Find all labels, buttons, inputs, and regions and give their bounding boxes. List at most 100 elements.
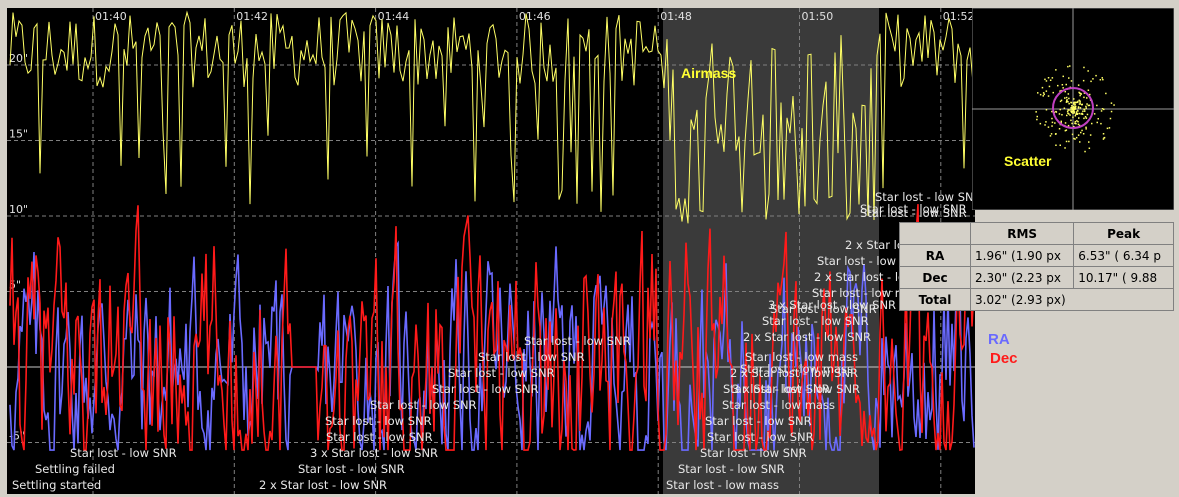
- scatter-point: [1086, 103, 1088, 105]
- scatter-point: [1087, 70, 1089, 72]
- scatter-point: [1071, 122, 1073, 125]
- scatter-point: [1065, 83, 1067, 86]
- dec-series: [9, 204, 975, 452]
- scatter-point: [1070, 109, 1072, 111]
- scatter-point: [1061, 84, 1064, 86]
- scatter-point: [1083, 66, 1085, 69]
- scatter-point: [1108, 127, 1111, 129]
- scatter-point: [1044, 124, 1046, 126]
- event-annotation: Star lost - low SNR: [298, 462, 405, 476]
- scatter-point: [1055, 69, 1057, 71]
- event-annotation: Star lost - low SNR: [770, 302, 877, 316]
- scatter-point: [1063, 107, 1066, 109]
- scatter-point: [1081, 103, 1083, 106]
- scatter-point: [1077, 120, 1079, 123]
- scatter-point: [1050, 133, 1053, 135]
- scatter-point: [1047, 95, 1050, 97]
- scatter-point: [1071, 133, 1074, 136]
- scatter-point: [1043, 93, 1045, 96]
- scatter-point: [1080, 131, 1082, 134]
- scatter-point: [1059, 100, 1062, 103]
- scatter-point: [1074, 115, 1077, 117]
- stats-header-peak: Peak: [1073, 222, 1174, 245]
- scatter-point: [1081, 129, 1083, 132]
- scatter-point: [1099, 79, 1102, 81]
- scatter-point: [1067, 65, 1069, 68]
- scatter-point: [1045, 109, 1048, 111]
- scatter-point: [1067, 93, 1070, 95]
- scatter-point: [1061, 114, 1063, 116]
- scatter-point: [1055, 110, 1057, 113]
- event-annotation: Star lost - low SNR: [860, 202, 967, 216]
- scatter-point: [1074, 122, 1076, 125]
- scatter-point: [1037, 92, 1039, 94]
- scatter-point: [1085, 128, 1087, 130]
- scatter-point: [1097, 118, 1099, 120]
- scatter-point: [1076, 101, 1079, 103]
- scatter-point: [1084, 150, 1086, 153]
- scatter-point: [1051, 77, 1054, 79]
- scatter-point: [1085, 107, 1087, 109]
- legend: RA Dec: [988, 331, 1018, 367]
- scatter-point: [1078, 103, 1081, 105]
- stats-row-ra: RA 1.96" (1.90 px 6.53" ( 6.34 p: [899, 244, 1174, 267]
- stats-table: RMS Peak RA 1.96" (1.90 px 6.53" ( 6.34 …: [899, 222, 1174, 311]
- event-annotation: Star lost - low mass: [740, 362, 853, 376]
- scatter-point: [1068, 109, 1070, 111]
- stats-rms: 1.96" (1.90 px: [969, 244, 1075, 267]
- scatter-point: [1067, 101, 1069, 103]
- scatter-point: [1049, 135, 1052, 137]
- event-annotation: 2 x Star lost - low SNR: [730, 366, 858, 380]
- scatter-point: [1070, 80, 1073, 82]
- scatter-point: [1081, 113, 1084, 115]
- scatter-point: [1076, 113, 1079, 115]
- scatter-point: [1067, 109, 1069, 111]
- ra-line: [9, 240, 975, 451]
- scatter-point: [1095, 74, 1097, 77]
- scatter-point: [1102, 78, 1104, 81]
- event-annotation: Star lost - low SNR: [448, 366, 555, 380]
- scatter-point: [1042, 95, 1044, 97]
- scatter-point: [1077, 100, 1079, 103]
- scatter-point: [1079, 103, 1081, 105]
- event-annotation: Star lost - low SNR: [432, 382, 539, 396]
- scatter-point: [1065, 140, 1068, 143]
- scatter-point: [1074, 120, 1077, 123]
- scatter-point: [1085, 105, 1087, 108]
- scatter-point: [1088, 104, 1091, 107]
- legend-ra: RA: [988, 331, 1010, 348]
- event-annotation: Star lost - low SNR: [524, 334, 631, 348]
- x-tick-label: 01:52: [943, 10, 975, 23]
- y-tick-label: 20": [9, 52, 28, 65]
- scatter-point: [1076, 101, 1078, 104]
- event-annotation: Star lost - low mass: [666, 478, 779, 492]
- scatter-point: [1083, 117, 1085, 120]
- scatter-point: [1091, 122, 1093, 125]
- event-annotation: Star lost - low SNR: [370, 398, 477, 412]
- stats-row-dec: Dec 2.30" (2.23 px 10.17" ( 9.88: [899, 266, 1174, 289]
- scatter-point: [1096, 121, 1098, 124]
- scatter-point: [1039, 93, 1042, 96]
- scatter-point: [1089, 134, 1092, 136]
- scatter-point: [1055, 144, 1057, 146]
- scatter-point: [1073, 112, 1075, 114]
- scatter-point: [1078, 112, 1081, 115]
- scatter-point: [1059, 90, 1061, 92]
- scatter-point: [1044, 78, 1046, 81]
- scatter-point: [1067, 124, 1070, 127]
- scatter-point: [1083, 92, 1086, 94]
- scatter-point: [1075, 112, 1078, 115]
- scatter-point: [1076, 120, 1078, 122]
- scatter-point: [1068, 77, 1070, 79]
- scatter-point: [1072, 112, 1074, 114]
- scatter-point: [1067, 112, 1069, 114]
- event-annotation: Star lost - low SNR: [678, 462, 785, 476]
- scatter-point: [1074, 101, 1076, 103]
- x-tick-label: 01:44: [378, 10, 410, 23]
- scatter-point: [1074, 103, 1076, 105]
- scatter-point: [1080, 113, 1082, 115]
- event-annotation: Settling failed: [35, 462, 115, 476]
- scatter-point: [1047, 77, 1050, 79]
- event-annotation: 2 x Star lost - low SNR: [259, 478, 387, 492]
